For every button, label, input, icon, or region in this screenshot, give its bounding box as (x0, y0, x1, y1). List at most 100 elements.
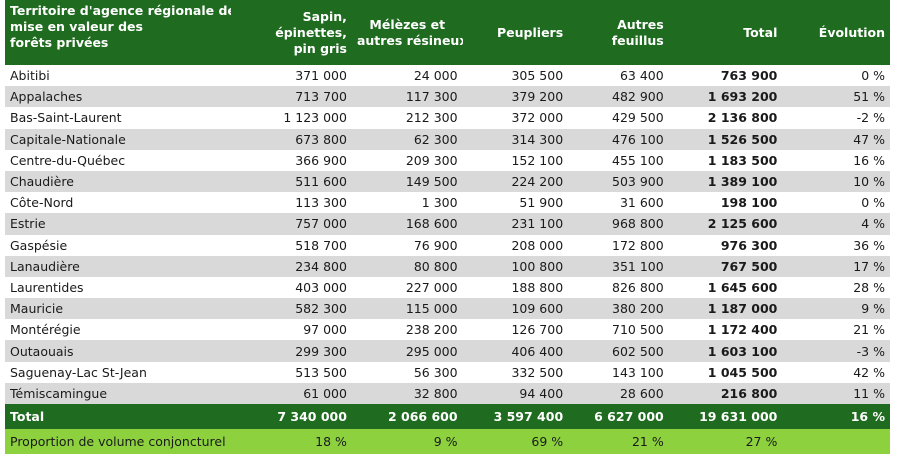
data-row: Gaspésie 518 700 76 900 208 000 172 800 976 3… (5, 235, 890, 256)
region-name: Chaudière (5, 170, 232, 193)
header-row: Territoire d'agence régionale de mise en … (5, 0, 890, 65)
region-name: Gaspésie (10, 237, 68, 253)
region-name: Centre-du-Québec (10, 152, 126, 168)
cell: 1 183 500 (707, 152, 778, 168)
cell: 1 172 400 (707, 322, 778, 338)
region-name: Mauricie (5, 298, 232, 320)
total-row: Total 7 340 000 2 066 600 3 597 400 6 627 00… (5, 404, 890, 429)
cell: 234 800 (231, 255, 352, 277)
cell: 976 300 (720, 237, 778, 253)
cell: 455 100 (612, 152, 664, 168)
cell: 208 000 (511, 237, 564, 253)
header-line: Territoire d'agence régionale de (10, 3, 232, 18)
cell: 36 % (853, 237, 885, 253)
cell: 476 100 (568, 128, 669, 150)
data-row: Témiscamingue 61 000 32 800 94 400 28 600 216… (5, 382, 890, 404)
cell: 673 800 (231, 128, 352, 150)
header-line: feuillus (611, 32, 664, 48)
total-cell: 19 631 000 (668, 404, 783, 429)
column-header: Sapin, épinettes, pin gris (231, 0, 352, 65)
cell: 1 389 100 (668, 170, 783, 193)
cell: 1 187 000 (668, 298, 783, 320)
cell: 212 300 (405, 110, 458, 126)
cell: 152 100 (511, 152, 564, 168)
cell: 109 600 (462, 298, 569, 320)
data-row: Chaudière 511 600 149 500 224 200 503 900 1 3… (5, 170, 890, 193)
empty-cell (782, 429, 890, 454)
cell: 513 500 (295, 364, 347, 380)
proportion-cell: 9 % (351, 429, 463, 454)
cell: 42 % (853, 364, 885, 380)
cell: 406 400 (462, 340, 569, 362)
header-line: mise en valeur des (10, 19, 143, 34)
column-header: Total (668, 0, 783, 65)
cell: 21 % (853, 322, 885, 338)
cell: 826 800 (612, 279, 664, 295)
total-cell: 7 340 000 (231, 404, 352, 429)
column-header: Mélèzes et autres résineux (351, 0, 463, 65)
cell: 0 % (861, 195, 885, 211)
cell: 767 500 (668, 255, 783, 277)
region-name: Montérégie (10, 322, 81, 338)
cell: 100 800 (462, 255, 569, 277)
cell: 10 % (782, 170, 890, 193)
cell: 80 800 (351, 255, 463, 277)
total-cell: 6 627 000 (568, 404, 669, 429)
cell: 51 % (782, 86, 890, 108)
cell: 713 700 (231, 86, 352, 108)
data-row: Lanaudière 234 800 80 800 100 800 351 100 767… (5, 255, 890, 277)
cell: 314 300 (462, 128, 569, 150)
cell: 372 000 (511, 110, 564, 126)
proportion-cell: 69 % (462, 429, 569, 454)
cell: 209 300 (405, 152, 458, 168)
column-header: Territoire d'agence régionale de mise en … (5, 0, 232, 65)
region-name: Abitibi (10, 68, 50, 84)
cell: 32 800 (351, 382, 463, 404)
cell: 61 000 (231, 382, 352, 404)
header-line: pin gris (293, 40, 347, 56)
column-header: Évolution (782, 0, 890, 65)
cell: 305 500 (511, 68, 564, 84)
data-row: Abitibi 371 000 24 000 305 500 63 400 763 900… (5, 65, 890, 86)
proportion-cell: 27 % (668, 429, 783, 454)
cell: 143 100 (612, 364, 664, 380)
cell: -2 % (856, 110, 885, 126)
cell: 115 000 (351, 298, 463, 320)
cell: 1 300 (421, 195, 458, 211)
header-line: autres résineux (356, 32, 463, 48)
total-cell: 16 % (782, 404, 890, 429)
data-row: Centre-du-Québec 366 900 209 300 152 100 455… (5, 150, 890, 171)
cell: 149 500 (351, 170, 463, 193)
cell: 231 100 (462, 213, 569, 235)
cell: 2 136 800 (707, 110, 778, 126)
data-row: Montérégie 97 000 238 200 126 700 710 500 1 1… (5, 319, 890, 340)
column-header: Autres feuillus (568, 0, 669, 65)
cell: 17 % (782, 255, 890, 277)
proportion-cell: 21 % (568, 429, 669, 454)
cell: 429 500 (612, 110, 664, 126)
cell: 216 800 (668, 382, 783, 404)
header-line: Évolution (818, 24, 885, 40)
header-line: forêts privées (10, 35, 109, 50)
cell: 518 700 (295, 237, 347, 253)
data-row: Côte-Nord 113 300 1 300 51 900 31 600 198 100… (5, 192, 890, 213)
proportion-row: Proportion de volume conjoncturel 18 % 9 %… (5, 429, 890, 454)
data-row: Capitale-Nationale 673 800 62 300 314 300 47… (5, 128, 890, 150)
cell: 28 600 (568, 382, 669, 404)
cell: 332 500 (511, 364, 564, 380)
region-name: Saguenay-Lac St-Jean (10, 364, 147, 380)
region-name: Laurentides (10, 279, 84, 295)
region-name: Outaouais (5, 340, 232, 362)
cell: 1 693 200 (668, 86, 783, 108)
cell: 1 045 500 (707, 364, 778, 380)
cell: 16 % (853, 152, 885, 168)
region-name: Témiscamingue (5, 382, 232, 404)
cell: 380 200 (568, 298, 669, 320)
cell: 94 400 (462, 382, 569, 404)
cell: 763 900 (720, 68, 778, 84)
header-line: épinettes, (275, 24, 347, 40)
forest-volume-table: Territoire d'agence régionale de mise en … (5, 0, 890, 454)
region-name: Capitale-Nationale (5, 128, 232, 150)
header-line: Sapin, (302, 8, 347, 24)
total-cell: 2 066 600 (351, 404, 463, 429)
